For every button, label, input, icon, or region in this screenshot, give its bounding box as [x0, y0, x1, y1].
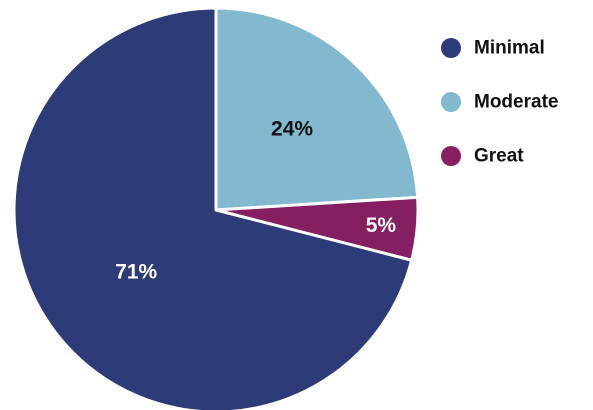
legend: Minimal Moderate Great [441, 38, 558, 167]
pie-slices [12, 6, 420, 410]
legend-label-great: Great [474, 146, 524, 167]
pie-slice-labels: 24% 5% 71% [115, 118, 396, 284]
legend-label-minimal: Minimal [474, 38, 545, 59]
pie-slice-minimal [12, 6, 414, 410]
legend-marker-great [441, 146, 461, 166]
legend-marker-moderate [441, 92, 461, 112]
slice-label-great: 5% [366, 214, 397, 237]
slice-label-moderate: 24% [271, 118, 313, 141]
legend-marker-minimal [441, 38, 461, 58]
pie-slice-moderate [214, 6, 420, 212]
legend-label-moderate: Moderate [474, 92, 558, 113]
slice-label-minimal: 71% [115, 260, 157, 283]
